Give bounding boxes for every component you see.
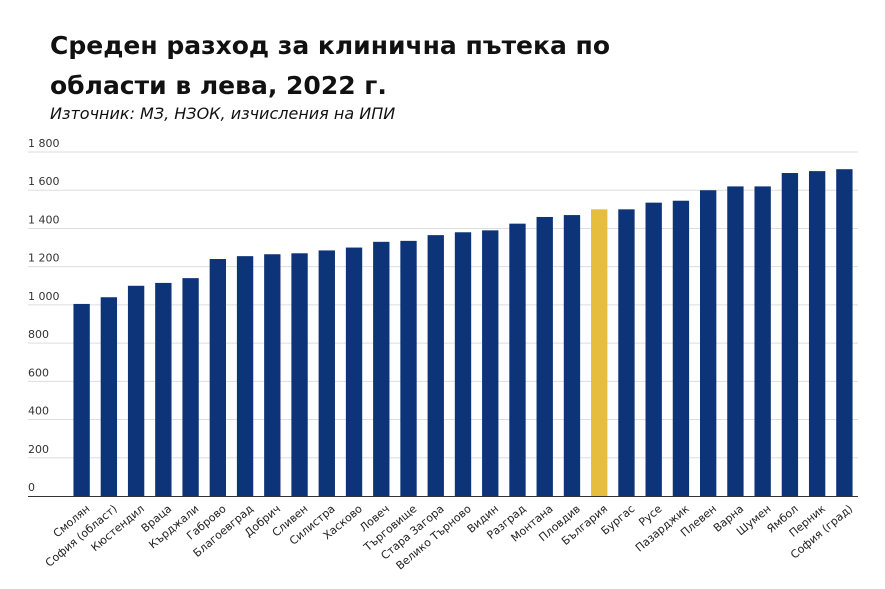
bar: [836, 169, 853, 496]
y-tick-label: 0: [28, 481, 35, 494]
bar: [563, 215, 581, 497]
y-tick-label: 400: [28, 405, 49, 418]
y-tick-label: 600: [28, 366, 49, 379]
bar: [73, 303, 90, 496]
bar: [209, 259, 226, 496]
bar: [482, 230, 499, 496]
y-tick-label: 200: [28, 443, 49, 456]
bar: [236, 256, 254, 496]
bar: [645, 202, 662, 496]
bar: [345, 247, 363, 496]
bar: [127, 285, 145, 496]
y-tick-label: 800: [28, 328, 49, 341]
bar-highlight: [591, 209, 608, 497]
bar: [373, 241, 390, 496]
bar: [182, 278, 199, 496]
bar: [427, 235, 444, 496]
bar: [781, 173, 799, 496]
bar: [808, 171, 826, 496]
bar: [291, 253, 308, 496]
bar: [727, 186, 744, 496]
bar: [536, 216, 553, 496]
bar: [700, 190, 717, 496]
bar: [100, 297, 118, 496]
y-tick-label: 1 000: [28, 290, 60, 303]
bar: [618, 209, 635, 497]
y-tick-label: 1 400: [28, 213, 60, 226]
bar: [754, 186, 771, 496]
bar: [509, 223, 526, 496]
bar: [454, 232, 472, 496]
chart-source-subtitle: Източник: МЗ, НЗОК, изчисления на ИПИ: [50, 104, 396, 123]
bars: [73, 169, 853, 497]
y-tick-label: 1 600: [28, 175, 60, 188]
bar: [155, 282, 172, 496]
bar: [318, 250, 335, 496]
bar: [264, 254, 281, 496]
chart-title: Среден разход за клинична пътека по обла…: [50, 31, 610, 100]
bar: [400, 240, 417, 496]
bar: [672, 200, 690, 496]
y-tick-label: 1 200: [28, 252, 60, 265]
y-axis-tick-labels: 0 200 400 600 800 1 000 1 200 1 400 1 600 1 800: [28, 137, 60, 494]
y-tick-label: 1 800: [28, 137, 60, 150]
